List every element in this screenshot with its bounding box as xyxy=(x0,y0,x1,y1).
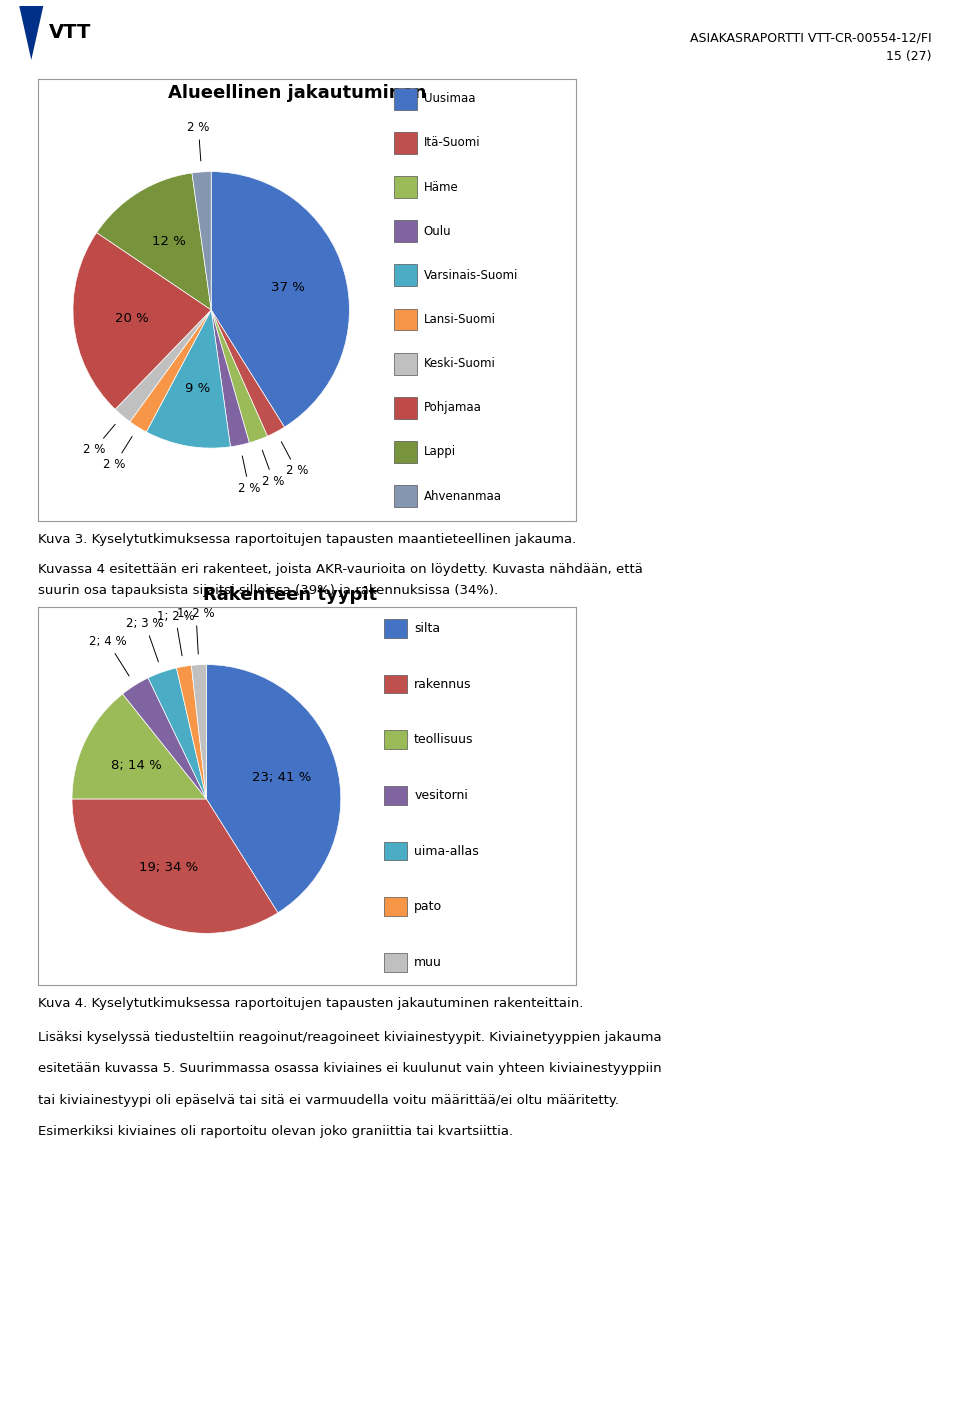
Bar xyxy=(394,397,417,418)
Text: Kuva 4. Kyselytutkimuksessa raportoitujen tapausten jakautuminen rakenteittain.: Kuva 4. Kyselytutkimuksessa raportoituje… xyxy=(38,997,584,1010)
Text: 1; 2 %: 1; 2 % xyxy=(156,610,194,655)
Text: rakennus: rakennus xyxy=(414,677,471,691)
Bar xyxy=(384,787,407,805)
Bar xyxy=(394,220,417,243)
Text: esitetään kuvassa 5. Suurimmassa osassa kiviaines ei kuulunut vain yhteen kiviai: esitetään kuvassa 5. Suurimmassa osassa … xyxy=(38,1062,662,1075)
Wedge shape xyxy=(123,678,206,800)
Text: 2; 4 %: 2; 4 % xyxy=(89,635,130,675)
Text: Uusimaa: Uusimaa xyxy=(423,93,475,106)
Bar xyxy=(394,441,417,463)
Bar xyxy=(394,89,417,110)
Text: 23; 41 %: 23; 41 % xyxy=(252,771,311,784)
Wedge shape xyxy=(146,310,230,448)
Text: 2 %: 2 % xyxy=(238,456,260,496)
Wedge shape xyxy=(191,664,206,800)
Wedge shape xyxy=(211,310,250,447)
Text: 9 %: 9 % xyxy=(184,383,210,396)
Text: 2 %: 2 % xyxy=(83,424,115,456)
Text: Itä-Suomi: Itä-Suomi xyxy=(423,137,480,150)
Text: muu: muu xyxy=(414,955,442,970)
Wedge shape xyxy=(192,171,211,310)
Text: Kuvassa 4 esitettään eri rakenteet, joista AKR-vaurioita on löydetty. Kuvasta nä: Kuvassa 4 esitettään eri rakenteet, jois… xyxy=(38,563,643,575)
Title: Rakenteen tyypit: Rakenteen tyypit xyxy=(204,585,377,604)
Text: 2 %: 2 % xyxy=(104,437,132,471)
Wedge shape xyxy=(206,664,341,912)
Bar xyxy=(394,486,417,507)
Text: 20 %: 20 % xyxy=(114,311,149,324)
Polygon shape xyxy=(19,6,43,60)
Text: 2 %: 2 % xyxy=(187,121,209,161)
Text: Oulu: Oulu xyxy=(423,224,451,237)
Wedge shape xyxy=(177,665,206,800)
Text: 1; 2 %: 1; 2 % xyxy=(178,607,215,654)
Text: 37 %: 37 % xyxy=(272,281,305,294)
Bar xyxy=(394,264,417,286)
Text: uima-allas: uima-allas xyxy=(414,844,479,858)
Text: Esimerkiksi kiviaines oli raportoitu olevan joko graniittia tai kvartsiittia.: Esimerkiksi kiviaines oli raportoitu ole… xyxy=(38,1125,514,1138)
Text: Kuva 3. Kyselytutkimuksessa raportoitujen tapausten maantieteellinen jakauma.: Kuva 3. Kyselytutkimuksessa raportoituje… xyxy=(38,533,577,545)
Wedge shape xyxy=(72,798,277,934)
Text: tai kiviainestyypi oli epäselvä tai sitä ei varmuudella voitu määrittää/ei oltu : tai kiviainestyypi oli epäselvä tai sitä… xyxy=(38,1094,619,1107)
Text: Ahvenanmaa: Ahvenanmaa xyxy=(423,490,502,503)
Text: Lappi: Lappi xyxy=(423,446,456,458)
Text: 2 %: 2 % xyxy=(262,450,285,488)
Wedge shape xyxy=(211,171,349,427)
Text: Lansi-Suomi: Lansi-Suomi xyxy=(423,313,495,326)
Wedge shape xyxy=(73,233,211,410)
Wedge shape xyxy=(211,310,268,443)
Bar xyxy=(384,731,407,750)
Bar xyxy=(384,620,407,637)
Bar xyxy=(384,898,407,917)
Wedge shape xyxy=(130,310,211,431)
Text: Varsinais-Suomi: Varsinais-Suomi xyxy=(423,268,518,281)
Bar xyxy=(384,675,407,694)
Bar xyxy=(394,176,417,198)
Text: Häme: Häme xyxy=(423,180,459,194)
Bar xyxy=(394,353,417,374)
Text: Keski-Suomi: Keski-Suomi xyxy=(423,357,495,370)
Bar xyxy=(384,843,407,860)
Text: Lisäksi kyselyssä tiedusteltiin reagoinut/reagoineet kiviainestyypit. Kiviainety: Lisäksi kyselyssä tiedusteltiin reagoinu… xyxy=(38,1031,662,1044)
Text: 12 %: 12 % xyxy=(152,236,185,248)
Text: silta: silta xyxy=(414,621,441,635)
Text: VTT: VTT xyxy=(49,23,91,43)
Text: ASIAKASRAPORTTI VTT-CR-00554-12/FI: ASIAKASRAPORTTI VTT-CR-00554-12/FI xyxy=(689,31,931,44)
Text: 19; 34 %: 19; 34 % xyxy=(139,861,199,874)
Bar xyxy=(394,131,417,154)
Title: Alueellinen jakautuminen: Alueellinen jakautuminen xyxy=(168,84,427,103)
Text: vesitorni: vesitorni xyxy=(414,788,468,803)
Wedge shape xyxy=(115,310,211,421)
Text: 8; 14 %: 8; 14 % xyxy=(110,758,161,771)
Wedge shape xyxy=(211,310,284,436)
Wedge shape xyxy=(72,694,206,800)
Text: 2; 3 %: 2; 3 % xyxy=(127,617,164,661)
Text: 15 (27): 15 (27) xyxy=(886,50,931,63)
Bar xyxy=(394,308,417,330)
Wedge shape xyxy=(148,668,206,800)
Text: teollisuus: teollisuus xyxy=(414,733,473,747)
Text: Pohjamaa: Pohjamaa xyxy=(423,401,482,414)
Text: pato: pato xyxy=(414,900,443,914)
Text: suurin osa tapauksista sijaitsi silloissa (39%) ja rakennuksissa (34%).: suurin osa tapauksista sijaitsi silloiss… xyxy=(38,584,498,597)
Text: 2 %: 2 % xyxy=(281,441,308,477)
Wedge shape xyxy=(97,173,211,310)
Bar xyxy=(384,954,407,971)
